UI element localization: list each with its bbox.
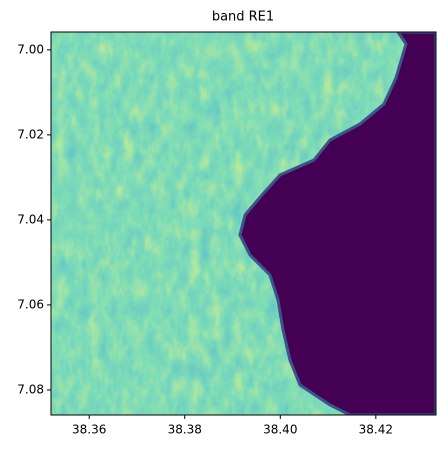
x-tick-label: 38.40 (263, 423, 297, 437)
x-tick-label: 38.38 (168, 423, 202, 437)
water-area (238, 32, 436, 415)
x-tick-label: 38.42 (359, 423, 393, 437)
y-tick-label: 7.06 (17, 297, 44, 311)
y-tick-label: 7.08 (17, 382, 44, 396)
plot-frame (50, 31, 437, 416)
y-tick-label: 7.02 (17, 127, 44, 141)
y-tick-label: 7.00 (17, 42, 44, 56)
y-tick-label: 7.04 (17, 212, 44, 226)
x-tick-label: 38.36 (72, 423, 106, 437)
raster-image (51, 32, 436, 415)
chart-title: band RE1 (212, 10, 274, 25)
